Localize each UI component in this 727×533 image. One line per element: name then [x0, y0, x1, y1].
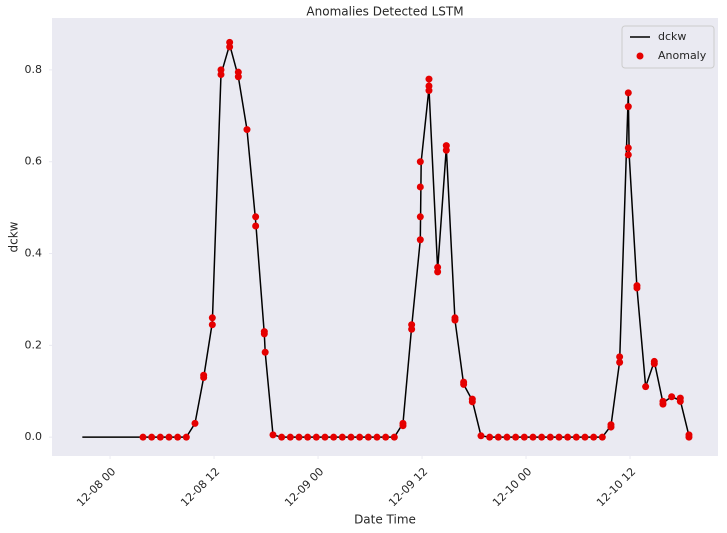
anomaly-point: [460, 380, 468, 388]
anomaly-point: [494, 433, 502, 441]
chart-title: Anomalies Detected LSTM: [306, 5, 463, 19]
anomaly-point: [425, 75, 433, 83]
anomaly-point: [252, 222, 260, 230]
anomaly-point: [616, 358, 624, 366]
y-axis-label: dckw: [7, 221, 21, 252]
anomaly-point: [269, 431, 277, 439]
anomaly-point: [434, 268, 442, 276]
anomaly-point: [321, 433, 329, 441]
anomaly-point: [520, 433, 528, 441]
anomaly-point: [425, 87, 433, 95]
anomaly-point: [529, 433, 537, 441]
anomaly-point: [642, 383, 650, 391]
anomaly-point: [295, 433, 303, 441]
anomaly-point: [191, 419, 199, 427]
legend-label: Anomaly: [658, 49, 707, 62]
anomaly-point: [486, 433, 494, 441]
anomaly-point: [676, 397, 684, 405]
anomaly-point: [416, 236, 424, 244]
anomaly-point: [468, 398, 476, 406]
anomaly-point: [182, 433, 190, 441]
x-tick-label: 12-09 12: [386, 465, 430, 509]
anomaly-point: [607, 423, 615, 431]
anomaly-point: [564, 433, 572, 441]
anomaly-point: [451, 316, 459, 324]
anomaly-point: [399, 422, 407, 430]
x-tick-label: 12-10 12: [594, 465, 638, 509]
anomaly-point: [148, 433, 156, 441]
y-tick-label: 0.4: [25, 247, 43, 260]
anomaly-point: [408, 325, 416, 333]
plot-area: [52, 18, 718, 456]
anomaly-point: [650, 360, 658, 368]
anomaly-point: [330, 433, 338, 441]
anomaly-point: [512, 433, 520, 441]
anomaly-point: [503, 433, 511, 441]
anomaly-point: [304, 433, 312, 441]
x-tick-label: 12-09 00: [282, 465, 326, 509]
anomaly-point: [261, 348, 269, 356]
anomaly-point: [390, 433, 398, 441]
anomaly-point: [252, 213, 260, 221]
anomaly-point: [286, 433, 294, 441]
x-tick-label: 12-08 00: [74, 465, 118, 509]
anomaly-point: [260, 330, 268, 338]
anomaly-point: [234, 73, 242, 81]
anomaly-point: [416, 183, 424, 191]
anomaly-point: [382, 433, 390, 441]
anomaly-point: [174, 433, 182, 441]
anomaly-point: [416, 213, 424, 221]
anomaly-point: [364, 433, 372, 441]
anomaly-point: [338, 433, 346, 441]
anomaly-point: [590, 433, 598, 441]
anomaly-point: [477, 432, 485, 440]
anomaly-point: [165, 433, 173, 441]
anomaly-point: [581, 433, 589, 441]
anomaly-point: [598, 433, 606, 441]
anomaly-point: [356, 433, 364, 441]
anomaly-point: [278, 433, 286, 441]
anomaly-point: [139, 433, 147, 441]
anomaly-point: [624, 89, 632, 97]
anomaly-point: [208, 321, 216, 329]
y-tick-label: 0.0: [25, 430, 43, 443]
anomaly-point: [624, 144, 632, 152]
y-tick-label: 0.2: [25, 338, 43, 351]
x-tick-label: 12-08 12: [178, 465, 222, 509]
legend-label: dckw: [658, 30, 686, 43]
anomaly-point: [416, 158, 424, 166]
anomaly-point: [659, 400, 667, 408]
anomaly-point: [156, 433, 164, 441]
anomaly-point: [633, 284, 641, 292]
x-tick-label: 12-10 00: [490, 465, 534, 509]
anomaly-point: [200, 371, 208, 379]
anomaly-point: [312, 433, 320, 441]
anomaly-point: [624, 151, 632, 159]
anomaly-point: [624, 103, 632, 111]
anomaly-point: [208, 314, 216, 322]
y-tick-label: 0.6: [25, 155, 43, 168]
anomaly-point: [668, 393, 676, 401]
anomaly-point: [243, 126, 251, 134]
anomaly-point: [685, 433, 693, 441]
anomaly-point: [546, 433, 554, 441]
anomaly-point: [226, 43, 234, 51]
anomaly-point: [572, 433, 580, 441]
anomaly-point: [555, 433, 563, 441]
legend-swatch: [636, 52, 644, 60]
x-axis-label: Date Time: [354, 513, 416, 527]
anomaly-point: [217, 70, 225, 78]
anomaly-point: [616, 353, 624, 361]
anomaly-point: [347, 433, 355, 441]
anomaly-point: [373, 433, 381, 441]
anomaly-point: [538, 433, 546, 441]
y-tick-label: 0.8: [25, 63, 43, 76]
anomaly-point: [442, 146, 450, 154]
